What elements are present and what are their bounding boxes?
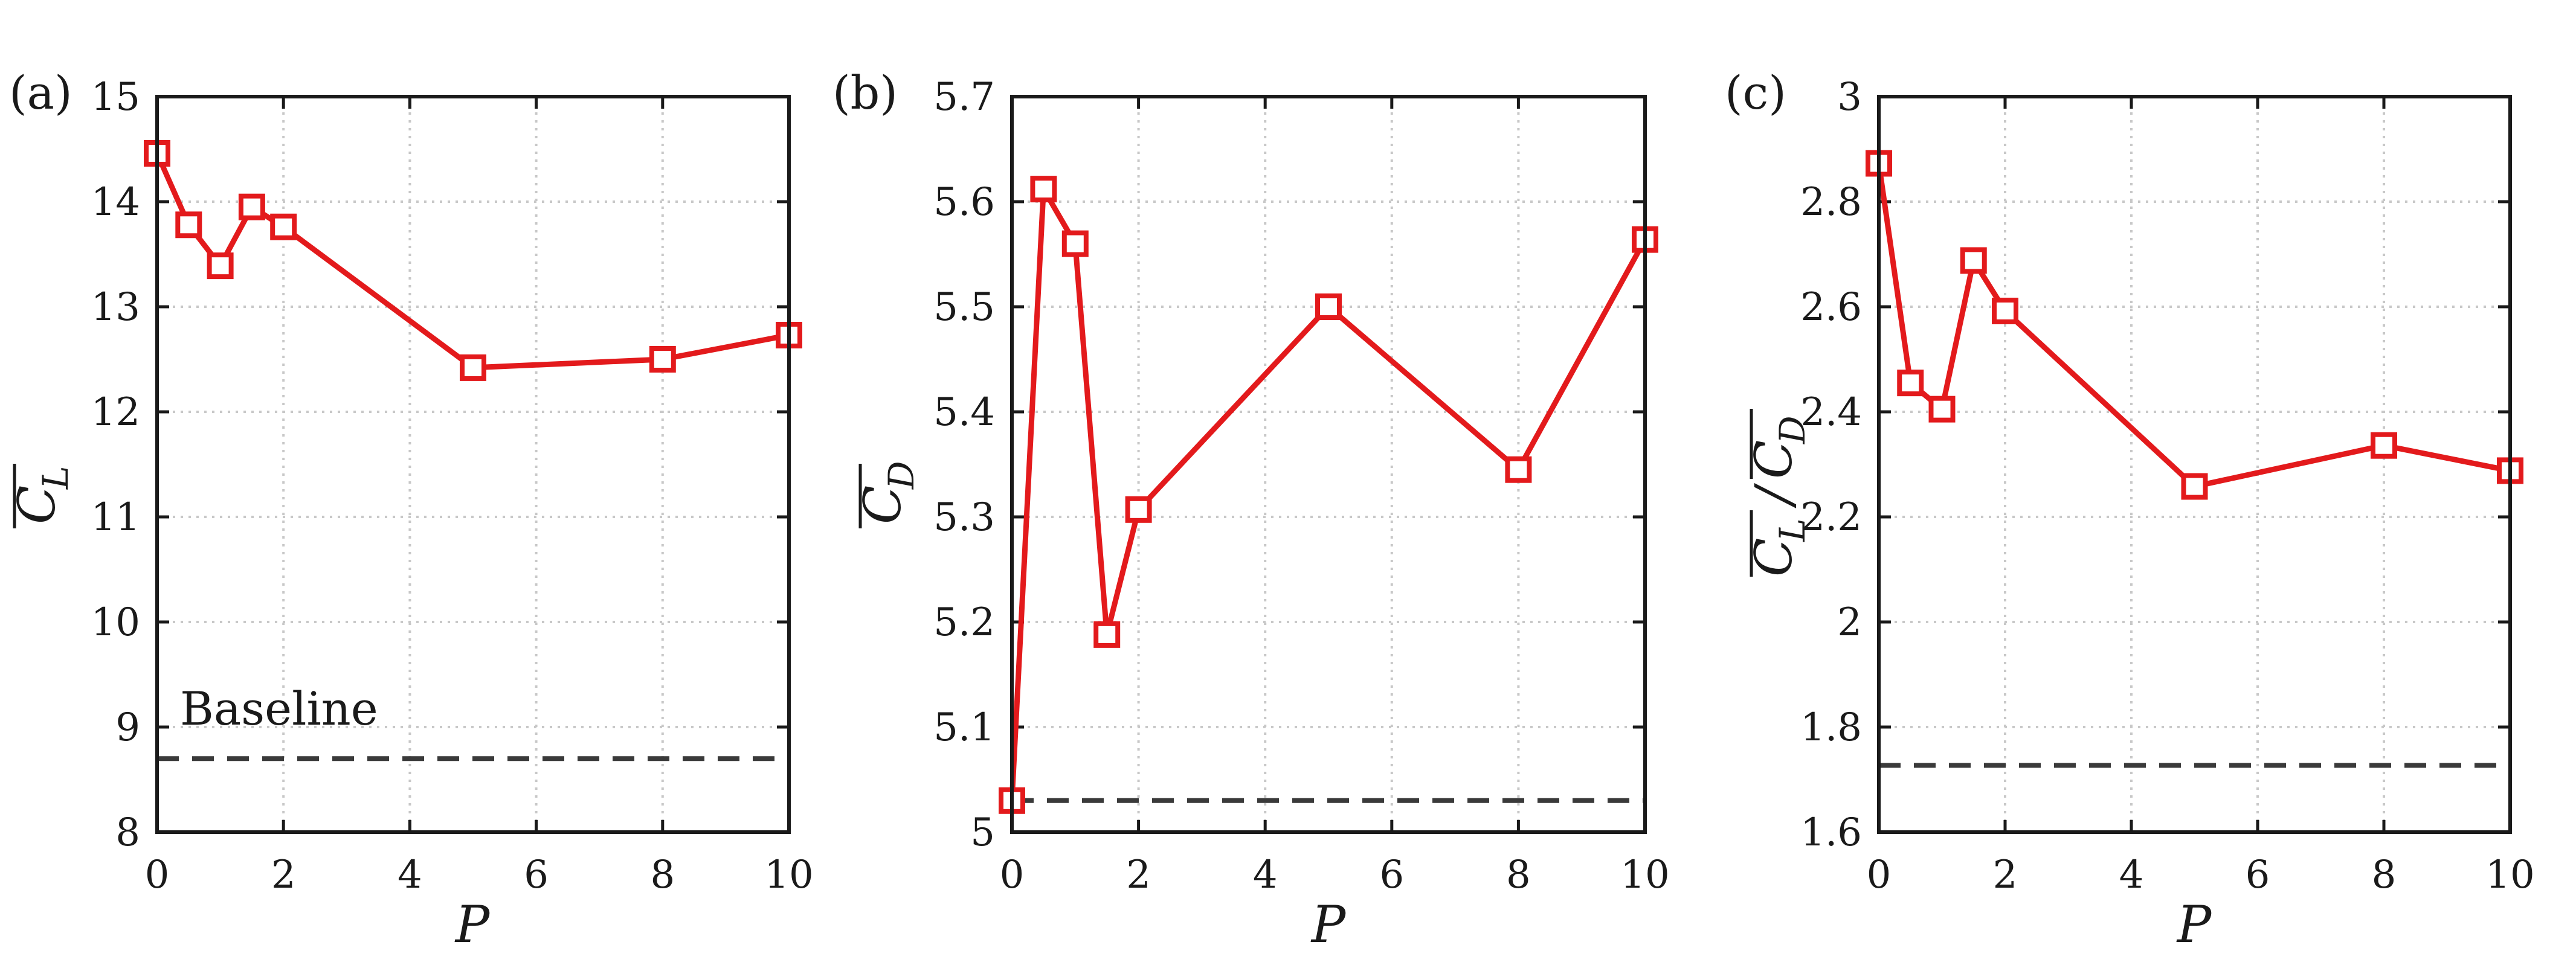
y-tick-label: 1.8	[1800, 705, 1862, 750]
x-tick-label: 10	[2485, 853, 2534, 897]
data-point	[649, 346, 676, 373]
panel-a-plot: 0 2 4 6 8 10 8 9 10 11 12 13 14 15	[91, 75, 814, 897]
y-tick-label: 13	[91, 285, 140, 330]
x-tick-label: 0	[1000, 853, 1025, 897]
series-line	[1009, 186, 1647, 801]
x-tick-label: 2	[1993, 853, 2018, 897]
y-tick-label: 3	[1837, 75, 1862, 120]
y-tick-label: 11	[91, 495, 140, 540]
panel-b: (b) 0 2 4 6 8 10 5 5.1 5.2 5.3 5.4 5.5 5.6 5.7 C D P	[832, 66, 1670, 954]
ylabel-numerator: C	[1744, 538, 1803, 577]
data-point	[1897, 370, 1924, 397]
y-tick-label: 10	[91, 600, 140, 645]
data-point	[2181, 473, 2208, 500]
y-tick-label: 9	[115, 705, 140, 750]
data-point	[1125, 496, 1152, 523]
panel-a-label: (a)	[9, 66, 72, 120]
x-tick-label: 6	[1379, 853, 1404, 897]
x-tick-label: 0	[145, 853, 170, 897]
data-point	[175, 211, 202, 239]
panel-a-ylabel: C L	[7, 464, 76, 528]
panel-b-label: (b)	[832, 66, 898, 120]
axes-frame	[1877, 95, 2512, 834]
axes-frame	[155, 95, 791, 834]
x-tick-label: 2	[1126, 853, 1151, 897]
y-tick-label: 2	[1837, 600, 1862, 645]
series-line	[154, 152, 790, 371]
y-tick-label: 2.6	[1800, 285, 1862, 330]
y-tick-label: 5.7	[933, 75, 995, 120]
ylabel-denominator-sub: D	[1772, 415, 1813, 444]
x-tick-label: 8	[2372, 853, 2397, 897]
panel-b-plot: 0 2 4 6 8 10 5 5.1 5.2 5.3 5.4 5.5 5.6 5.7	[933, 75, 1670, 897]
y-tick-label: 5.4	[933, 390, 995, 435]
ylabel-numerator-sub: L	[1772, 518, 1813, 542]
panel-a: (a) 0 2 4 6 8 10 8 9 10 11 12 13 14 15 Baseline C L P	[7, 66, 814, 954]
ylabel-main: C	[7, 485, 66, 524]
y-tick-label: 2.4	[1800, 390, 1862, 435]
y-tick-label: 1.6	[1800, 810, 1862, 855]
data-point	[1315, 293, 1342, 320]
y-tick-label: 15	[91, 75, 140, 120]
x-tick-label: 2	[271, 853, 296, 897]
data-point	[1992, 297, 2018, 324]
data-point	[270, 213, 297, 240]
data-point	[1505, 456, 1532, 483]
data-point	[1928, 396, 1956, 423]
data-point	[2371, 432, 2397, 459]
ylabel-subscript: L	[35, 466, 76, 490]
panel-b-ylabel: C D	[853, 461, 922, 528]
x-tick-label: 8	[1506, 853, 1531, 897]
data-point	[1093, 621, 1121, 648]
data-point	[207, 252, 234, 280]
panel-c-plot: 0 2 4 6 8 10 1.6 1.8 2 2.2 2.4 2.6 2.8 3	[1800, 75, 2535, 897]
y-tick-label: 8	[115, 810, 140, 855]
data-point	[1030, 176, 1057, 203]
y-tick-label: 14	[91, 180, 140, 225]
axes-frame	[1010, 95, 1647, 834]
y-tick-label: 5.1	[933, 705, 995, 750]
series-line	[1876, 162, 2511, 490]
panel-c-ylabel: C L / C D	[1744, 409, 1813, 577]
panel-c-label: (c)	[1725, 66, 1786, 120]
data-point	[238, 193, 265, 220]
x-tick-label: 6	[524, 853, 549, 897]
y-tick-label: 5.3	[933, 495, 995, 540]
ylabel-denominator: C	[1744, 440, 1803, 479]
x-tick-label: 10	[1620, 853, 1669, 897]
data-point	[460, 354, 486, 381]
panel-b-xlabel: P	[1310, 895, 1347, 954]
data-point	[1960, 247, 1987, 274]
data-point	[1061, 230, 1089, 257]
ylabel-subscript: D	[881, 461, 922, 490]
y-tick-label: 2.2	[1800, 495, 1862, 540]
y-tick-label: 5.6	[933, 180, 995, 225]
panel-c-xlabel: P	[2176, 895, 2212, 954]
y-tick-label: 2.8	[1800, 180, 1862, 225]
x-tick-label: 4	[2119, 853, 2144, 897]
x-tick-label: 4	[398, 853, 422, 897]
x-tick-label: 0	[1867, 853, 1892, 897]
y-tick-label: 12	[91, 390, 140, 435]
x-tick-label: 6	[2246, 853, 2270, 897]
panel-c: (c) 0 2 4 6 8 10 1.6 1.8 2 2.2 2.4 2.6 2.8 3 C L / C …	[1725, 66, 2535, 954]
y-tick-label: 5.5	[933, 285, 995, 330]
x-tick-label: 10	[764, 853, 813, 897]
x-tick-label: 8	[650, 853, 675, 897]
ylabel-main: C	[853, 485, 912, 524]
x-tick-label: 4	[1253, 853, 1278, 897]
panel-a-xlabel: P	[454, 895, 491, 954]
y-tick-label: 5.2	[933, 600, 995, 645]
y-tick-label: 5	[970, 810, 995, 855]
baseline-annotation: Baseline	[180, 682, 378, 735]
ylabel-slash: /	[1744, 482, 1803, 508]
